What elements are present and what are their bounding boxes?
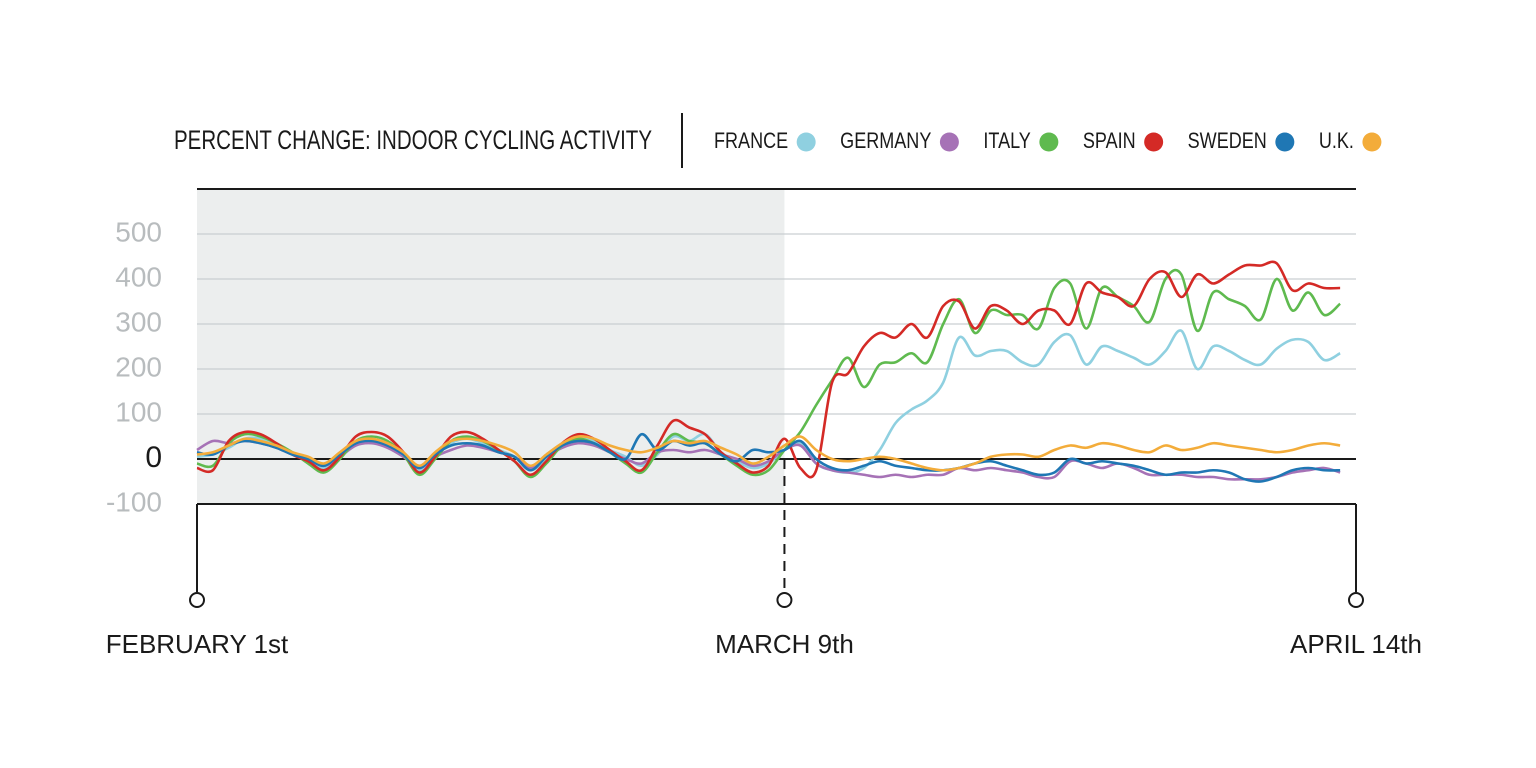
series-line bbox=[196, 435, 1341, 472]
legend-label: GERMANY bbox=[840, 128, 931, 153]
legend-label: SPAIN bbox=[1083, 128, 1136, 153]
y-tick-label: 300 bbox=[115, 306, 162, 337]
series-line bbox=[196, 432, 1341, 483]
x-tick-label: FEBRUARY 1st bbox=[106, 629, 289, 659]
legend-swatch bbox=[1039, 132, 1059, 152]
legend-swatch bbox=[1275, 132, 1295, 152]
chart-title: PERCENT CHANGE: INDOOR CYCLING ACTIVITY bbox=[174, 125, 652, 155]
legend-label: FRANCE bbox=[714, 128, 788, 153]
y-tick-label: -100 bbox=[106, 486, 162, 517]
y-tick-label: 500 bbox=[115, 216, 162, 247]
legend-swatch bbox=[1144, 132, 1164, 152]
date-marker-dot bbox=[189, 592, 205, 608]
shaded-period bbox=[197, 189, 785, 504]
legend-label: SWEDEN bbox=[1188, 128, 1267, 153]
y-tick-label: 100 bbox=[115, 396, 162, 427]
date-marker-dot bbox=[1348, 592, 1364, 608]
x-tick-label: MARCH 9th bbox=[715, 629, 854, 659]
series-line bbox=[196, 260, 1341, 479]
y-tick-label: 200 bbox=[115, 351, 162, 382]
x-tick-label: APRIL 14th bbox=[1290, 629, 1422, 659]
date-marker-dot bbox=[776, 592, 793, 608]
legend-swatch bbox=[939, 132, 959, 152]
y-tick-label: 0 bbox=[145, 441, 162, 474]
series-line bbox=[196, 268, 1341, 479]
legend-label: ITALY bbox=[983, 128, 1031, 153]
legend-swatch bbox=[1362, 132, 1382, 152]
series-line bbox=[196, 439, 1341, 481]
y-tick-label: 400 bbox=[115, 261, 162, 292]
legend-label: U.K. bbox=[1319, 128, 1354, 153]
legend-swatch bbox=[796, 132, 816, 152]
